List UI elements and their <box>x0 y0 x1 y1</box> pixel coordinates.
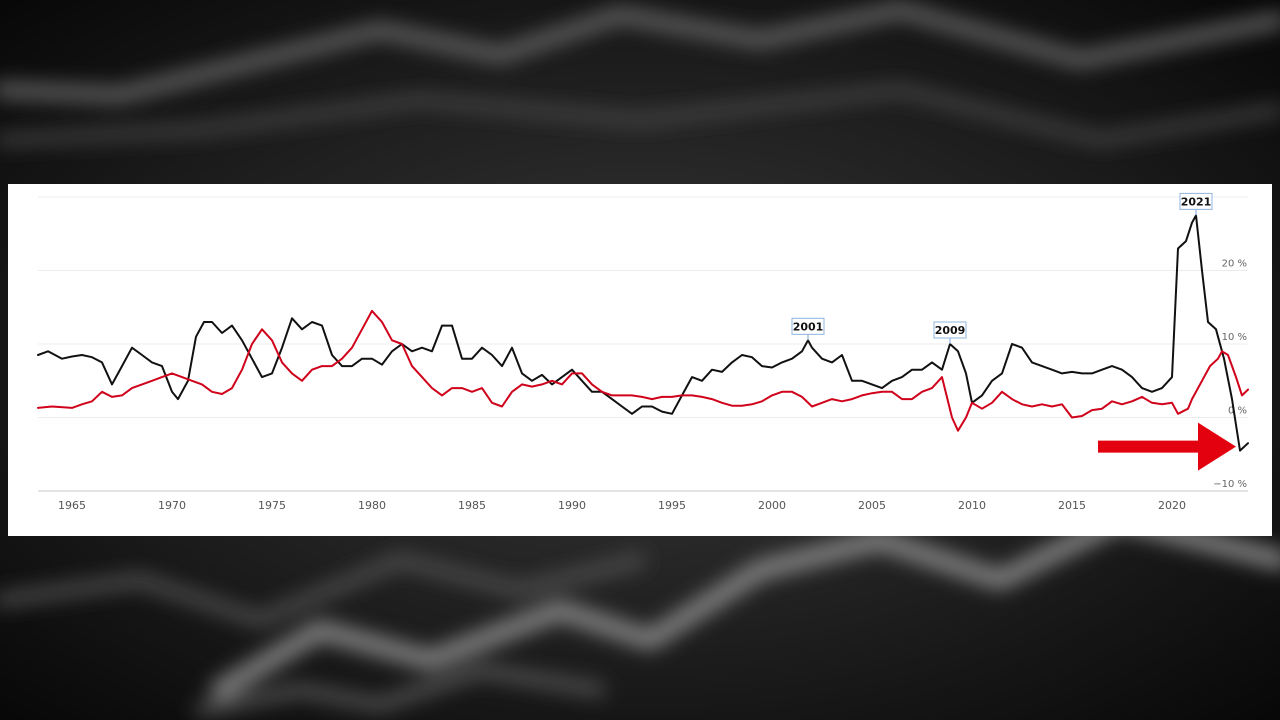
x-tick-label: 1990 <box>558 499 586 512</box>
x-axis: 1965 1970 1975 1980 1985 1990 1995 2000 2005 2010… <box>58 499 1186 512</box>
x-tick-label: 2010 <box>958 499 986 512</box>
x-tick-label: 2005 <box>858 499 886 512</box>
x-tick-label: 1965 <box>58 499 86 512</box>
annotation-box <box>791 317 825 335</box>
annotation: 2009 <box>933 321 967 344</box>
y-axis: −10 % 0 % 10 % 20 % <box>1213 259 1247 491</box>
x-tick-label: 2000 <box>758 499 786 512</box>
arrow-shape <box>1098 422 1236 471</box>
y-tick-label: 20 % <box>1222 259 1247 270</box>
chart-panel: 1965 1970 1975 1980 1985 1990 1995 2000 2005 2010… <box>8 184 1272 536</box>
annotation-label: 2009 <box>935 324 966 337</box>
x-tick-label: 1980 <box>358 499 386 512</box>
series-line-1 <box>37 214 1249 452</box>
y-tick-label: 10 % <box>1222 332 1247 343</box>
x-tick-label: 2015 <box>1058 499 1086 512</box>
x-tick-label: 1975 <box>258 499 286 512</box>
annotation-box <box>1179 192 1213 210</box>
red-arrow <box>1098 422 1236 471</box>
grid-lines <box>38 196 1248 492</box>
series-line-2 <box>37 309 1249 432</box>
y-tick-label: −10 % <box>1213 479 1247 490</box>
annotation-label: 2001 <box>793 320 824 333</box>
series-lines <box>37 214 1249 452</box>
x-tick-label: 1970 <box>158 499 186 512</box>
annotation-label: 2021 <box>1181 195 1212 208</box>
annotation: 2021 <box>1179 192 1213 216</box>
annotation-box <box>933 321 967 339</box>
y-tick-label: 0 % <box>1228 406 1247 417</box>
annotations: 2001 2009 2021 <box>791 192 1213 344</box>
x-tick-label: 2020 <box>1158 499 1186 512</box>
annotation: 2001 <box>791 317 825 341</box>
x-tick-label: 1985 <box>458 499 486 512</box>
x-tick-label: 1995 <box>658 499 686 512</box>
line-chart: 1965 1970 1975 1980 1985 1990 1995 2000 2005 2010… <box>37 192 1249 512</box>
